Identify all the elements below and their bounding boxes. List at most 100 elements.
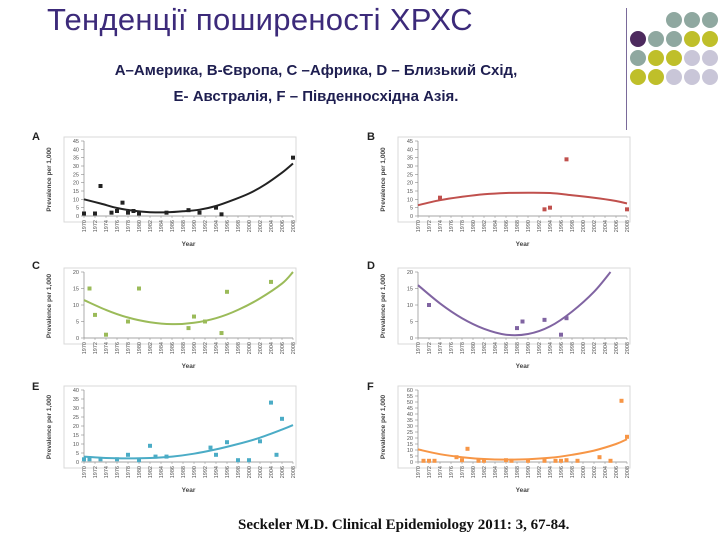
data-point bbox=[269, 279, 273, 284]
x-tick-label: 1992 bbox=[203, 342, 209, 354]
x-tick-label: 1992 bbox=[537, 466, 543, 478]
x-axis-label: Year bbox=[516, 363, 530, 370]
y-tick-label: 15 bbox=[407, 189, 413, 195]
chart-panel-a: A 0 5 10 15 20 25 30 35 40 45 1970 1972 1974 1976 1978 1… bbox=[32, 131, 297, 248]
data-point bbox=[109, 210, 114, 215]
decor-dot bbox=[702, 50, 718, 66]
y-tick-label: 5 bbox=[410, 454, 413, 460]
y-tick-label: 15 bbox=[407, 442, 413, 448]
data-point bbox=[137, 458, 141, 463]
data-point bbox=[460, 458, 464, 463]
x-tick-label: 1980 bbox=[137, 466, 143, 478]
y-tick-label: 10 bbox=[407, 197, 413, 203]
decor-dot bbox=[648, 69, 664, 85]
plot-frame bbox=[397, 267, 631, 345]
data-point bbox=[148, 443, 152, 448]
y-tick-label: 40 bbox=[407, 147, 413, 153]
data-point bbox=[219, 212, 224, 217]
data-point bbox=[559, 458, 563, 463]
data-point bbox=[269, 400, 273, 405]
data-point bbox=[192, 314, 196, 319]
x-tick-label: 2008 bbox=[625, 466, 631, 478]
decorative-dot-grid bbox=[630, 12, 718, 85]
data-point bbox=[526, 458, 530, 463]
y-tick-label: 15 bbox=[407, 287, 413, 293]
y-tick-label: 40 bbox=[73, 147, 79, 153]
decor-dot bbox=[648, 31, 664, 47]
x-tick-label: 2006 bbox=[614, 342, 620, 354]
data-point bbox=[575, 458, 580, 463]
panel-letter: E bbox=[32, 381, 39, 393]
data-point bbox=[476, 458, 481, 463]
y-tick-label: 50 bbox=[407, 400, 413, 406]
x-tick-label: 1994 bbox=[214, 466, 220, 478]
x-tick-label: 1994 bbox=[214, 342, 220, 354]
x-tick-label: 1970 bbox=[82, 220, 88, 232]
x-tick-label: 2008 bbox=[625, 342, 631, 354]
x-axis-label: Year bbox=[516, 487, 530, 494]
data-point bbox=[619, 398, 624, 403]
x-tick-label: 2004 bbox=[269, 466, 275, 478]
x-tick-label: 2002 bbox=[592, 220, 598, 232]
chart-panel-c: C 0 5 10 15 20 1970 1972 1974 1976 1978 1980 1982 198… bbox=[32, 260, 297, 370]
y-tick-label: 5 bbox=[76, 451, 79, 457]
x-tick-label: 1974 bbox=[104, 466, 110, 478]
x-tick-label: 1986 bbox=[504, 220, 510, 232]
data-point bbox=[564, 157, 569, 162]
x-tick-label: 1974 bbox=[104, 220, 110, 232]
x-tick-label: 1978 bbox=[126, 220, 132, 232]
y-axis-label: Prevalence per 1,000 bbox=[46, 273, 53, 338]
data-point bbox=[553, 458, 558, 463]
x-tick-label: 2000 bbox=[247, 342, 253, 354]
data-point bbox=[482, 458, 486, 463]
x-tick-label: 1986 bbox=[170, 220, 176, 232]
data-point bbox=[214, 452, 218, 457]
data-point bbox=[291, 155, 295, 160]
y-tick-label: 5 bbox=[76, 206, 79, 212]
panel-letter: A bbox=[32, 131, 40, 143]
x-tick-label: 1972 bbox=[93, 220, 99, 232]
data-point bbox=[225, 440, 229, 445]
x-tick-label: 1988 bbox=[515, 220, 521, 232]
x-tick-label: 2006 bbox=[280, 342, 286, 354]
x-tick-label: 1970 bbox=[416, 342, 422, 354]
region-legend-line-1: А–Америка, В-Європа, С –Африка, D – Близ… bbox=[114, 62, 518, 79]
data-point bbox=[126, 319, 130, 324]
y-tick-label: 55 bbox=[407, 394, 413, 400]
decor-dot bbox=[684, 50, 700, 66]
y-tick-label: 20 bbox=[73, 270, 79, 276]
x-tick-label: 2008 bbox=[291, 220, 297, 232]
x-tick-label: 2008 bbox=[625, 220, 631, 232]
y-tick-label: 5 bbox=[410, 320, 413, 326]
data-point bbox=[208, 445, 213, 450]
y-tick-label: 30 bbox=[73, 406, 79, 412]
x-tick-label: 2004 bbox=[269, 220, 275, 232]
x-tick-label: 1994 bbox=[548, 342, 554, 354]
x-tick-label: 1996 bbox=[225, 342, 231, 354]
x-tick-label: 2004 bbox=[603, 466, 609, 478]
data-point bbox=[542, 317, 547, 322]
x-tick-label: 2006 bbox=[280, 466, 286, 478]
x-tick-label: 1998 bbox=[236, 466, 242, 478]
decor-dot bbox=[684, 12, 700, 28]
x-tick-label: 1980 bbox=[137, 342, 143, 354]
x-tick-label: 1974 bbox=[438, 220, 444, 232]
data-point bbox=[564, 316, 569, 321]
y-tick-label: 0 bbox=[76, 460, 79, 466]
y-tick-label: 5 bbox=[410, 206, 413, 212]
y-tick-label: 35 bbox=[73, 156, 79, 162]
decor-dot bbox=[666, 12, 682, 28]
plot-frame bbox=[63, 267, 297, 345]
y-tick-label: 45 bbox=[407, 139, 413, 145]
x-tick-label: 1984 bbox=[159, 220, 165, 232]
x-axis-label: Year bbox=[182, 363, 196, 370]
x-tick-label: 2004 bbox=[269, 342, 275, 354]
x-tick-label: 2002 bbox=[592, 342, 598, 354]
y-axis-label: Prevalence per 1,000 bbox=[46, 394, 53, 459]
x-tick-label: 1998 bbox=[570, 342, 576, 354]
x-tick-label: 1992 bbox=[537, 342, 543, 354]
data-point bbox=[559, 332, 563, 337]
x-tick-label: 1994 bbox=[548, 220, 554, 232]
